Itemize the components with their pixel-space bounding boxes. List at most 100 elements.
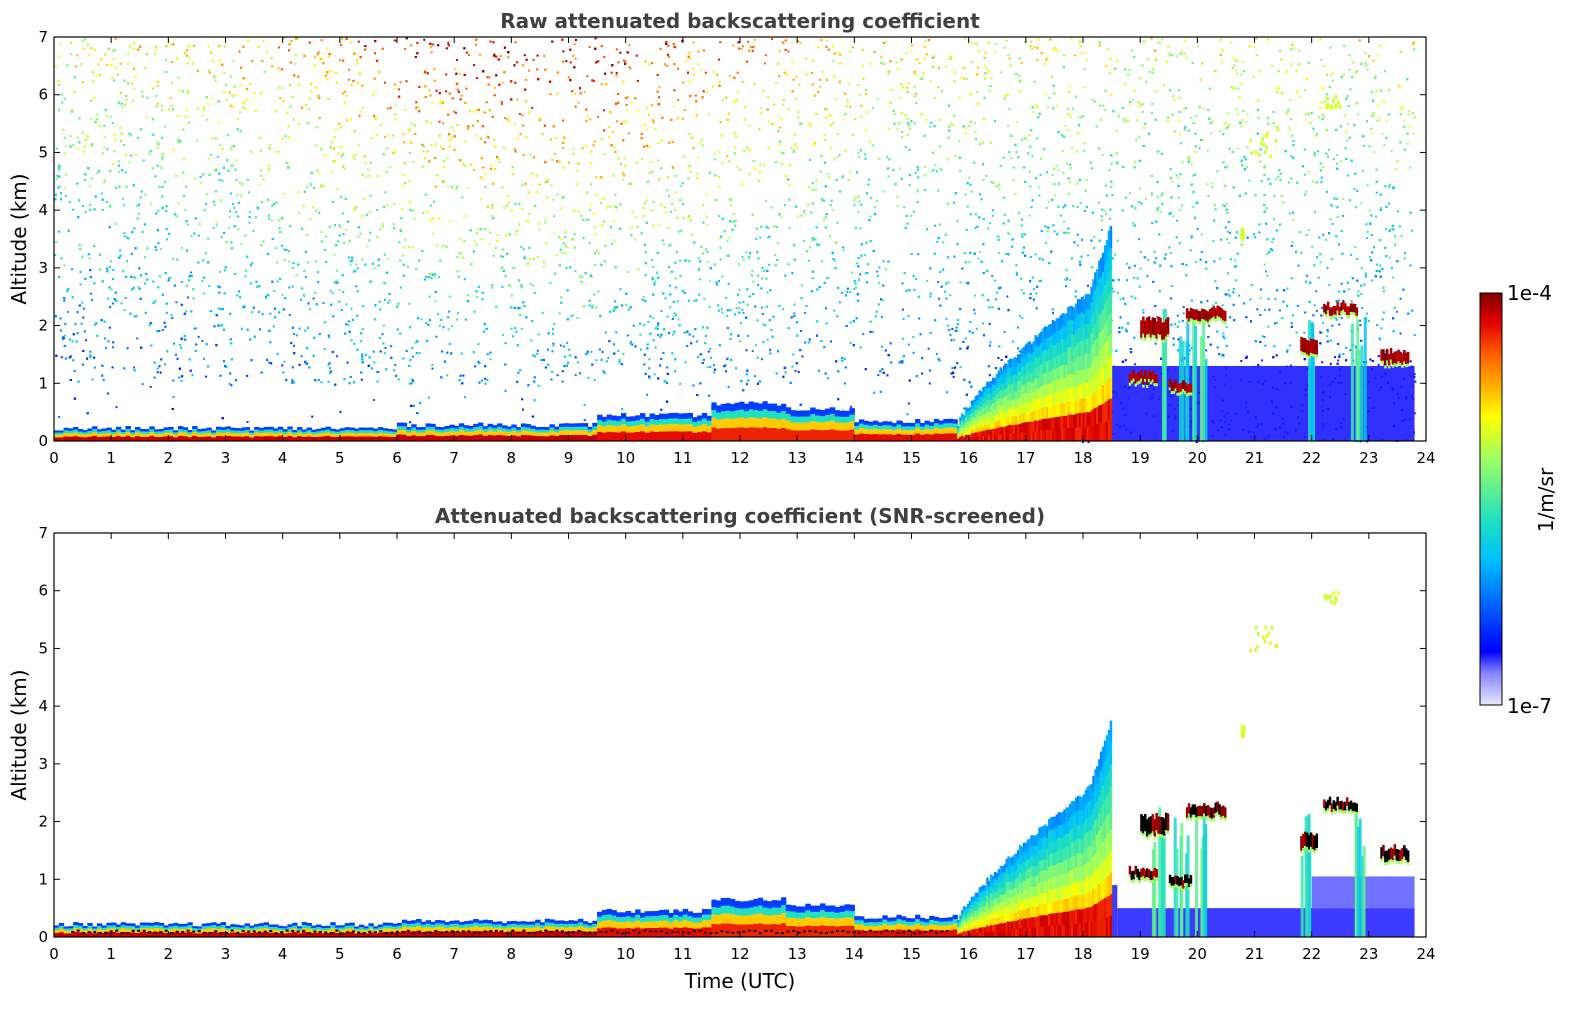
noise-pixel: [1183, 52, 1186, 55]
noise-pixel: [121, 132, 124, 135]
noise-pixel: [502, 81, 505, 84]
noise-pixel: [317, 378, 320, 381]
noise-pixel: [698, 141, 701, 144]
noise-pixel: [176, 115, 179, 118]
noise-pixel: [289, 84, 291, 87]
noise-pixel: [1409, 166, 1411, 169]
noise-pixel: [1241, 61, 1244, 63]
noise-pixel: [811, 83, 814, 86]
noise-pixel: [524, 305, 527, 308]
noise-pixel: [404, 48, 407, 51]
noise-pixel: [1323, 100, 1326, 103]
noise-pixel: [547, 348, 550, 351]
noise-pixel: [857, 84, 860, 86]
noise-pixel: [957, 323, 959, 326]
noise-pixel: [1346, 174, 1349, 177]
noise-pixel: [309, 218, 312, 221]
noise-pixel: [639, 333, 642, 336]
noise-pixel: [628, 44, 631, 46]
noise-pixel: [696, 356, 699, 358]
noise-pixel: [1291, 211, 1294, 214]
noise-pixel: [1366, 184, 1369, 187]
noise-pixel: [282, 192, 285, 195]
noise-pixel: [675, 191, 678, 194]
noise-pixel: [1101, 154, 1104, 156]
noise-pixel: [656, 325, 659, 328]
noise-pixel: [178, 89, 181, 92]
noise-pixel: [89, 292, 92, 295]
noise-pixel: [119, 249, 121, 252]
noise-pixel: [1001, 259, 1004, 262]
noise-pixel: [957, 319, 960, 322]
noise-pixel: [463, 278, 466, 281]
noise-pixel: [679, 185, 682, 187]
noise-pixel: [1020, 224, 1023, 227]
noise-pixel: [1021, 138, 1024, 141]
noise-pixel: [415, 106, 418, 109]
noise-pixel: [713, 364, 715, 367]
noise-pixel: [329, 289, 332, 292]
noise-pixel: [223, 232, 225, 234]
noise-pixel: [952, 123, 955, 126]
noise-pixel: [558, 160, 561, 163]
noise-pixel: [713, 158, 716, 161]
noise-pixel: [836, 221, 839, 224]
noise-pixel: [323, 249, 326, 251]
noise-pixel: [830, 340, 832, 343]
noise-pixel: [156, 330, 159, 333]
noise-pixel: [1093, 247, 1096, 249]
noise-pixel: [64, 186, 67, 189]
noise-pixel: [926, 279, 929, 282]
noise-pixel: [825, 39, 828, 42]
noise-pixel: [458, 72, 461, 75]
noise-pixel: [558, 312, 561, 315]
noise-pixel: [190, 271, 192, 274]
noise-pixel: [636, 79, 639, 82]
noise-pixel: [1381, 133, 1384, 136]
noise-pixel: [1178, 89, 1181, 92]
noise-pixel: [695, 115, 698, 118]
noise-pixel: [227, 226, 230, 229]
noise-pixel: [530, 339, 533, 342]
noise-pixel: [673, 312, 676, 315]
noise-pixel: [562, 50, 565, 53]
noise-pixel: [1346, 122, 1349, 125]
noise-pixel: [696, 340, 699, 343]
noise-pixel: [329, 367, 332, 370]
noise-pixel: [149, 385, 152, 388]
noise-pixel: [838, 154, 841, 156]
noise-pixel: [997, 357, 1000, 359]
noise-pixel: [808, 341, 811, 344]
noise-pixel: [718, 344, 721, 347]
noise-pixel: [974, 131, 977, 134]
noise-pixel: [1325, 335, 1328, 338]
noise-pixel: [445, 73, 448, 76]
noise-pixel: [661, 239, 664, 242]
noise-pixel: [434, 300, 437, 303]
noise-pixel: [1067, 107, 1070, 110]
noise-pixel: [853, 287, 856, 290]
noise-pixel: [766, 338, 769, 341]
noise-pixel: [1178, 242, 1181, 245]
noise-pixel: [64, 152, 66, 155]
noise-pixel: [721, 275, 724, 278]
noise-pixel: [60, 329, 62, 332]
noise-pixel: [246, 178, 249, 181]
noise-pixel: [1206, 299, 1209, 302]
noise-pixel: [905, 52, 908, 55]
noise-pixel: [490, 164, 493, 167]
noise-pixel: [384, 136, 386, 139]
noise-pixel: [1317, 150, 1320, 153]
noise-pixel: [1291, 134, 1294, 137]
noise-pixel: [199, 182, 202, 185]
noise-pixel: [647, 320, 650, 323]
noise-pixel: [1068, 85, 1071, 88]
noise-pixel: [982, 178, 985, 181]
noise-pixel: [759, 163, 762, 166]
noise-pixel: [173, 342, 175, 345]
noise-pixel: [1099, 43, 1101, 46]
noise-pixel: [538, 228, 541, 231]
noise-pixel: [631, 210, 634, 213]
noise-pixel: [1036, 137, 1039, 140]
noise-pixel: [408, 129, 411, 132]
